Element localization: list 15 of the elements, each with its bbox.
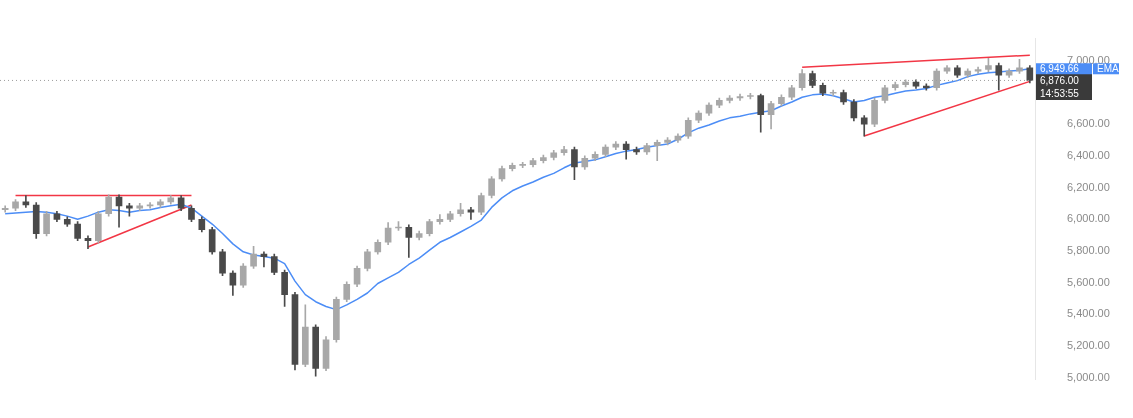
candlestick	[519, 161, 527, 169]
text: EMA	[1097, 63, 1119, 75]
y-tick-label: 5,200.00	[1067, 339, 1110, 352]
text: 14:53:55	[1040, 87, 1080, 99]
y-tick-label: 6,000.00	[1067, 212, 1110, 225]
data-label: 6,949.66	[1040, 63, 1080, 75]
candlestick	[829, 89, 837, 96]
y-tick-label: 5,400.00	[1067, 307, 1110, 320]
y-tick-label: 6,400.00	[1067, 148, 1110, 161]
y-tick-label: 5,600.00	[1067, 275, 1110, 288]
y-tick-label: 6,600.00	[1067, 117, 1110, 130]
y-tick-label: 5,800.00	[1067, 244, 1110, 257]
ref-line-label: 6,876.00	[1040, 74, 1080, 86]
y-tick-label: 5,000.00	[1067, 370, 1110, 383]
y-tick-label: 6,200.00	[1067, 180, 1110, 193]
